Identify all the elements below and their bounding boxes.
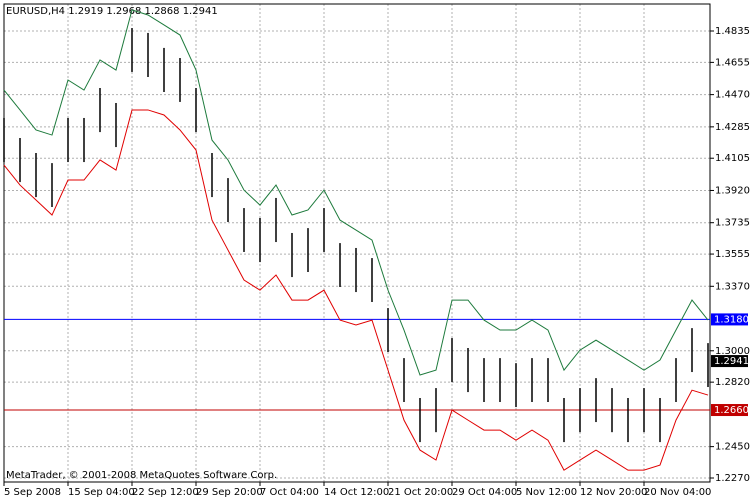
y-tick-label: 1.2450: [715, 442, 750, 453]
y-tick-label: 1.3000: [715, 346, 750, 357]
y-tick-label: 1.4470: [715, 90, 750, 101]
x-tick-label: 7 Oct 04:00: [260, 487, 319, 498]
y-tick-label: 1.3370: [715, 281, 750, 292]
price-tag-label: 1.2660: [714, 405, 749, 416]
x-tick-label: 14 Oct 12:00: [324, 487, 389, 498]
y-tick-label: 1.3920: [715, 185, 750, 196]
price-tag: [711, 355, 748, 368]
plot-frame: [3, 3, 711, 483]
y-tick-label: 1.3555: [715, 249, 750, 260]
x-tick-label: 29 Sep 20:00: [196, 487, 263, 498]
x-tick-label: 5 Sep 2008: [4, 487, 61, 498]
price-tag-label: 1.2941: [714, 356, 749, 367]
y-tick-label: 1.3735: [715, 218, 750, 229]
x-tick-label: 21 Oct 20:00: [388, 487, 453, 498]
x-tick-label: 22 Sep 12:00: [132, 487, 199, 498]
x-tick-label: 15 Sep 04:00: [68, 487, 135, 498]
y-tick-label: 1.4835: [715, 26, 750, 37]
x-tick-label: 29 Oct 04:00: [452, 487, 517, 498]
copyright: MetaTrader, © 2001-2008 MetaQuotes Softw…: [6, 470, 277, 481]
y-tick-label: 1.2820: [715, 377, 750, 388]
y-tick-label: 1.4105: [715, 153, 750, 164]
price-tag: [711, 404, 748, 417]
x-tick-label: 12 Nov 20:00: [580, 487, 647, 498]
lower-line: [3, 109, 709, 471]
upper-line: [3, 9, 709, 376]
price-tag-label: 1.3180: [714, 314, 749, 325]
y-tick-label: 1.2270: [715, 473, 750, 484]
y-tick-label: 1.4285: [715, 122, 750, 133]
x-tick-label: 20 Nov 04:00: [644, 487, 711, 498]
chart-title: EURUSD,H4 1.2919 1.2968 1.2868 1.2941: [6, 6, 218, 17]
x-tick-label: 5 Nov 12:00: [516, 487, 577, 498]
y-tick-label: 1.4655: [715, 57, 750, 68]
price-tag: [711, 313, 748, 326]
